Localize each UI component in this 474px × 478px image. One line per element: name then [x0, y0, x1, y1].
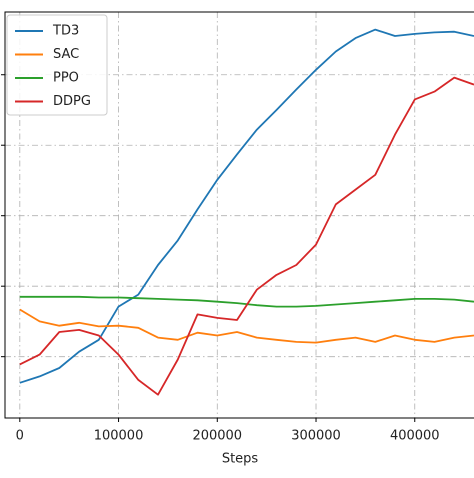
x-axis-label: Steps — [222, 452, 259, 467]
x-tick-label: 200000 — [192, 429, 242, 444]
legend-label: DDPG — [53, 94, 91, 109]
legend-box — [6, 14, 108, 116]
x-tick-label: 400000 — [390, 429, 440, 444]
x-tick-label: 100000 — [94, 429, 144, 444]
x-tick-label: 300000 — [291, 429, 341, 444]
legend-label: SAC — [53, 47, 79, 62]
plot-frame — [4, 11, 474, 419]
x-tick-label: 0 — [16, 429, 24, 444]
series-line — [19, 28, 474, 384]
legend-label: TD3 — [52, 24, 79, 39]
legend-label: PPO — [53, 71, 79, 86]
series-line — [19, 76, 474, 396]
series-line — [19, 308, 474, 344]
